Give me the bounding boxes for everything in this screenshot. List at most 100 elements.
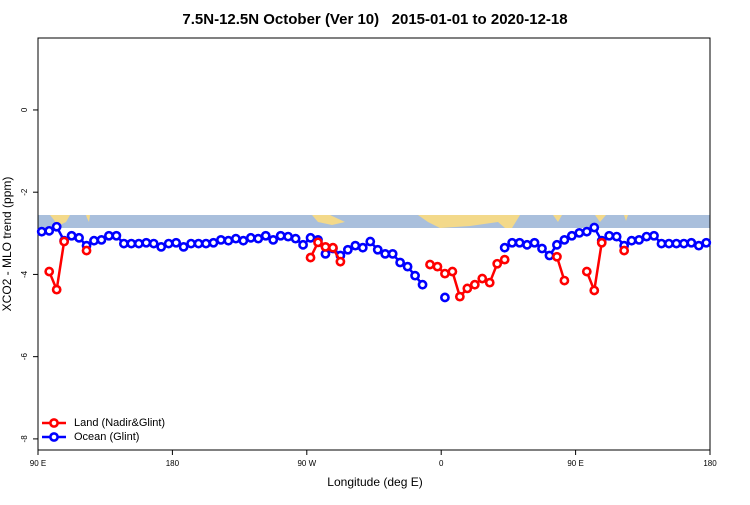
data-point — [208, 237, 219, 248]
data-point — [469, 279, 480, 290]
data-point — [141, 237, 152, 248]
data-point — [387, 248, 398, 259]
data-point — [104, 230, 114, 241]
data-point — [230, 233, 241, 244]
data-point — [171, 237, 182, 248]
data-point — [178, 241, 189, 252]
data-point — [611, 231, 622, 242]
data-point — [290, 233, 301, 244]
data-point — [335, 256, 346, 267]
data-point — [619, 245, 630, 256]
data-point — [268, 234, 279, 245]
data-point — [186, 238, 196, 249]
legend-marker — [49, 418, 59, 428]
data-point — [626, 235, 637, 246]
data-point — [484, 277, 495, 288]
data-point — [328, 242, 338, 253]
x-tick-label: 90 E — [567, 459, 583, 468]
data-point — [372, 244, 383, 255]
data-point — [260, 230, 271, 241]
data-point — [350, 240, 361, 251]
data-point — [51, 221, 62, 232]
y-tick-label: -6 — [20, 353, 29, 361]
data-point — [589, 285, 600, 296]
data-point — [589, 222, 600, 233]
data-point — [81, 245, 92, 256]
data-point — [89, 235, 99, 246]
data-point — [66, 230, 77, 241]
data-point — [410, 270, 420, 281]
data-point — [701, 237, 712, 248]
data-point — [581, 226, 592, 237]
data-point — [305, 252, 316, 263]
data-point — [529, 237, 540, 248]
data-point — [596, 237, 607, 248]
data-point — [44, 266, 55, 277]
data-point — [342, 244, 353, 255]
data-point — [432, 261, 443, 272]
data-point — [574, 227, 585, 238]
data-point — [44, 225, 55, 236]
data-point — [686, 237, 697, 248]
data-point — [365, 236, 376, 247]
y-tick-label: -2 — [20, 188, 29, 196]
data-point — [313, 237, 323, 248]
x-tick-label: 180 — [703, 459, 717, 468]
data-point — [559, 275, 570, 286]
data-point — [440, 268, 450, 279]
legend-label: Ocean (Glint) — [74, 431, 139, 443]
data-point — [148, 238, 159, 249]
data-point — [425, 259, 435, 270]
data-point — [275, 230, 286, 241]
data-point — [357, 242, 368, 253]
data-point — [51, 284, 62, 295]
legend-label: Land (Nadir&Glint) — [74, 417, 165, 429]
chart-title: 7.5N-12.5N October (Ver 10) 2015-01-01 t… — [182, 11, 567, 28]
x-axis-label: Longitude (deg E) — [327, 475, 422, 489]
data-point — [36, 226, 47, 237]
data-point — [544, 250, 555, 261]
data-point — [402, 261, 413, 272]
data-point — [193, 238, 204, 249]
data-point — [216, 234, 226, 245]
data-point — [283, 231, 294, 242]
data-point — [552, 239, 562, 250]
data-point — [380, 248, 391, 259]
data-point — [253, 233, 264, 244]
data-point — [59, 236, 70, 247]
data-point — [477, 273, 488, 284]
data-point — [223, 235, 234, 246]
data-point — [537, 243, 547, 254]
data-point — [552, 251, 562, 262]
data-point — [693, 240, 704, 251]
data-point — [440, 292, 450, 303]
legend-marker — [49, 432, 59, 442]
data-point — [559, 234, 570, 245]
data-point — [522, 239, 532, 250]
data-point — [118, 238, 129, 249]
x-tick-label: 90 W — [297, 459, 316, 468]
data-point — [581, 266, 592, 277]
x-tick-label: 0 — [439, 459, 444, 468]
y-tick-label: 0 — [20, 107, 29, 112]
data-point — [671, 238, 682, 249]
x-tick-label: 180 — [166, 459, 180, 468]
data-point — [395, 257, 406, 268]
data-point — [604, 230, 615, 241]
data-point — [634, 234, 644, 245]
x-tick-label: 90 E — [30, 459, 46, 468]
data-point — [454, 291, 465, 302]
map-strip — [38, 215, 710, 228]
data-point — [417, 279, 428, 290]
data-point — [298, 239, 308, 250]
data-point — [238, 235, 249, 246]
data-point — [305, 232, 316, 243]
data-point — [163, 238, 174, 249]
data-point — [133, 238, 144, 249]
y-tick-label: -8 — [20, 435, 29, 443]
y-tick-label: -4 — [20, 270, 29, 278]
data-point — [126, 238, 137, 249]
data-point — [111, 230, 122, 241]
data-point — [156, 241, 167, 252]
data-point — [320, 241, 331, 252]
